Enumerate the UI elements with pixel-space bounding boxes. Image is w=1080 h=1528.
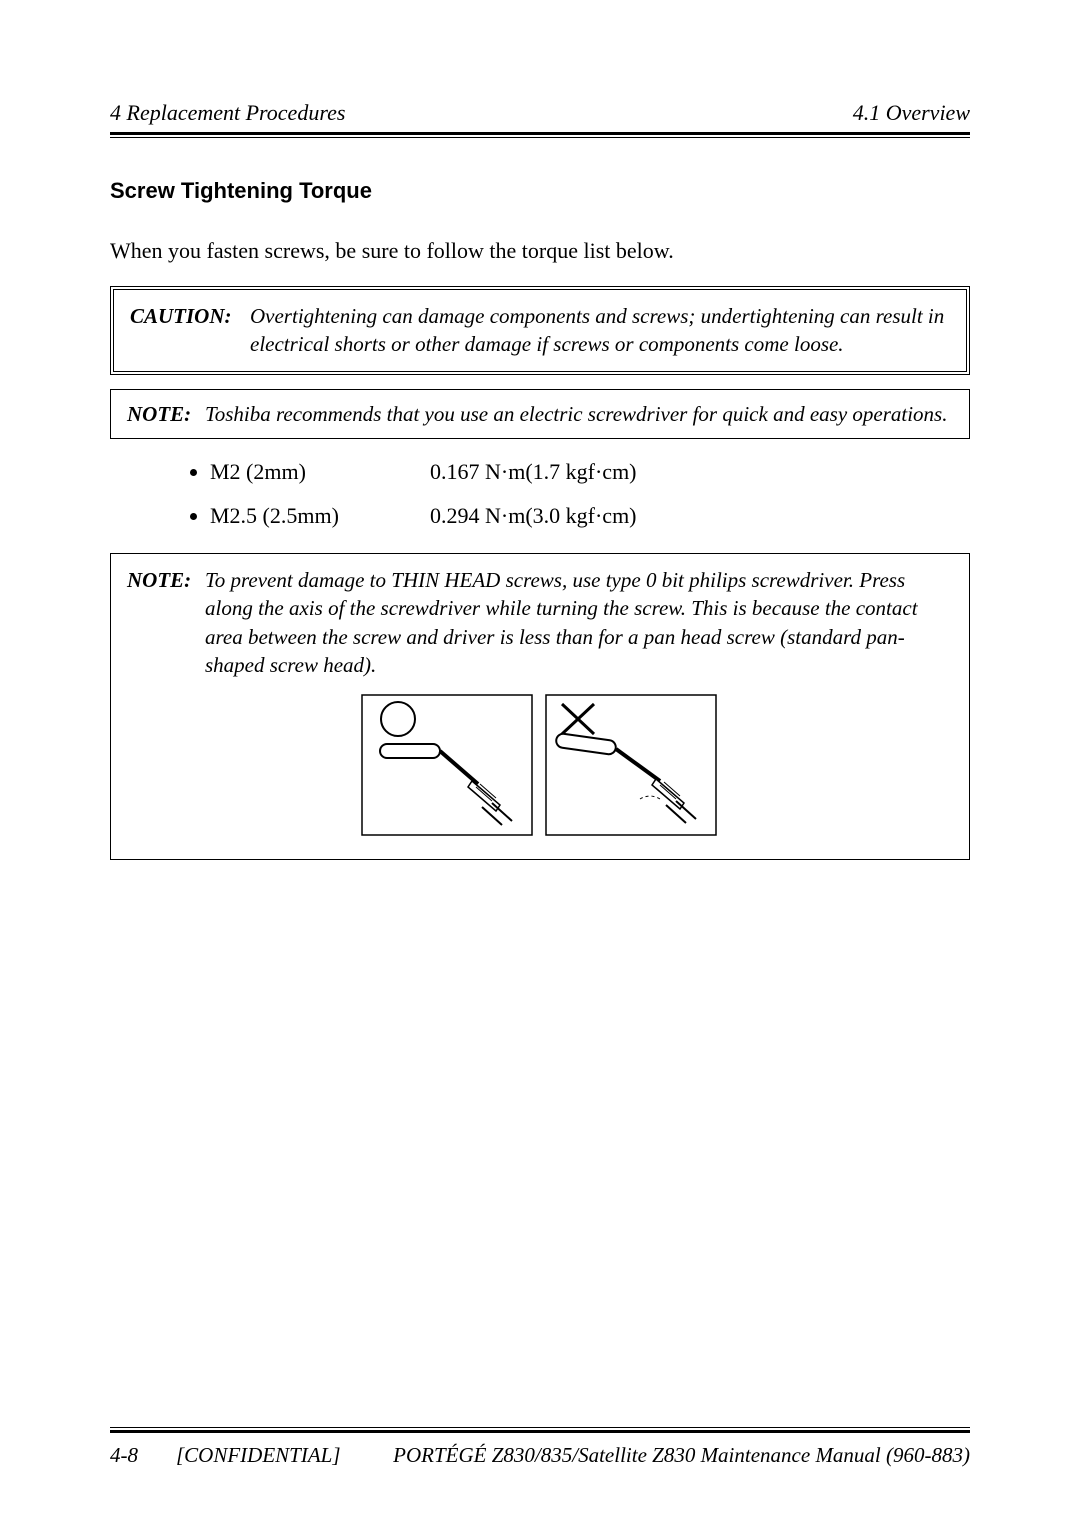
note1-text: Toshiba recommends that you use an elect…: [205, 400, 947, 428]
torque-size: M2 (2mm): [210, 459, 430, 485]
footer-confidential: [CONFIDENTIAL]: [176, 1443, 341, 1468]
footer-manual: PORTÉGÉ Z830/835/Satellite Z830 Maintena…: [393, 1443, 970, 1468]
screwdriver-diagram: [127, 689, 953, 839]
footer-rule-thin: [110, 1427, 970, 1428]
torque-list: M2 (2mm) 0.167 N·m(1.7 kgf·cm) M2.5 (2.5…: [110, 459, 970, 529]
footer-rule-thick: [110, 1430, 970, 1433]
header-left: 4 Replacement Procedures: [110, 100, 345, 126]
list-item: M2.5 (2.5mm) 0.294 N·m(3.0 kgf·cm): [210, 503, 970, 529]
note2-label: NOTE:: [127, 566, 205, 679]
intro-text: When you fasten screws, be sure to follo…: [110, 238, 970, 264]
caution-box: CAUTION: Overtightening can damage compo…: [110, 286, 970, 375]
footer: 4-8 [CONFIDENTIAL] PORTÉGÉ Z830/835/Sate…: [110, 1427, 970, 1468]
note2-text: To prevent damage to THIN HEAD screws, u…: [205, 566, 953, 679]
header-rule-thick: [110, 132, 970, 135]
header-right: 4.1 Overview: [853, 100, 970, 126]
header-rule-thin: [110, 137, 970, 138]
list-item: M2 (2mm) 0.167 N·m(1.7 kgf·cm): [210, 459, 970, 485]
torque-size: M2.5 (2.5mm): [210, 503, 430, 529]
note2-box: NOTE: To prevent damage to THIN HEAD scr…: [110, 553, 970, 860]
torque-value: 0.294 N·m(3.0 kgf·cm): [430, 503, 637, 529]
section-title: Screw Tightening Torque: [110, 178, 970, 204]
footer-page: 4-8: [110, 1443, 138, 1468]
caution-label: CAUTION:: [130, 302, 250, 359]
note1-label: NOTE:: [127, 400, 205, 428]
caution-text: Overtightening can damage components and…: [250, 302, 950, 359]
torque-value: 0.167 N·m(1.7 kgf·cm): [430, 459, 637, 485]
note1-box: NOTE: Toshiba recommends that you use an…: [110, 389, 970, 439]
